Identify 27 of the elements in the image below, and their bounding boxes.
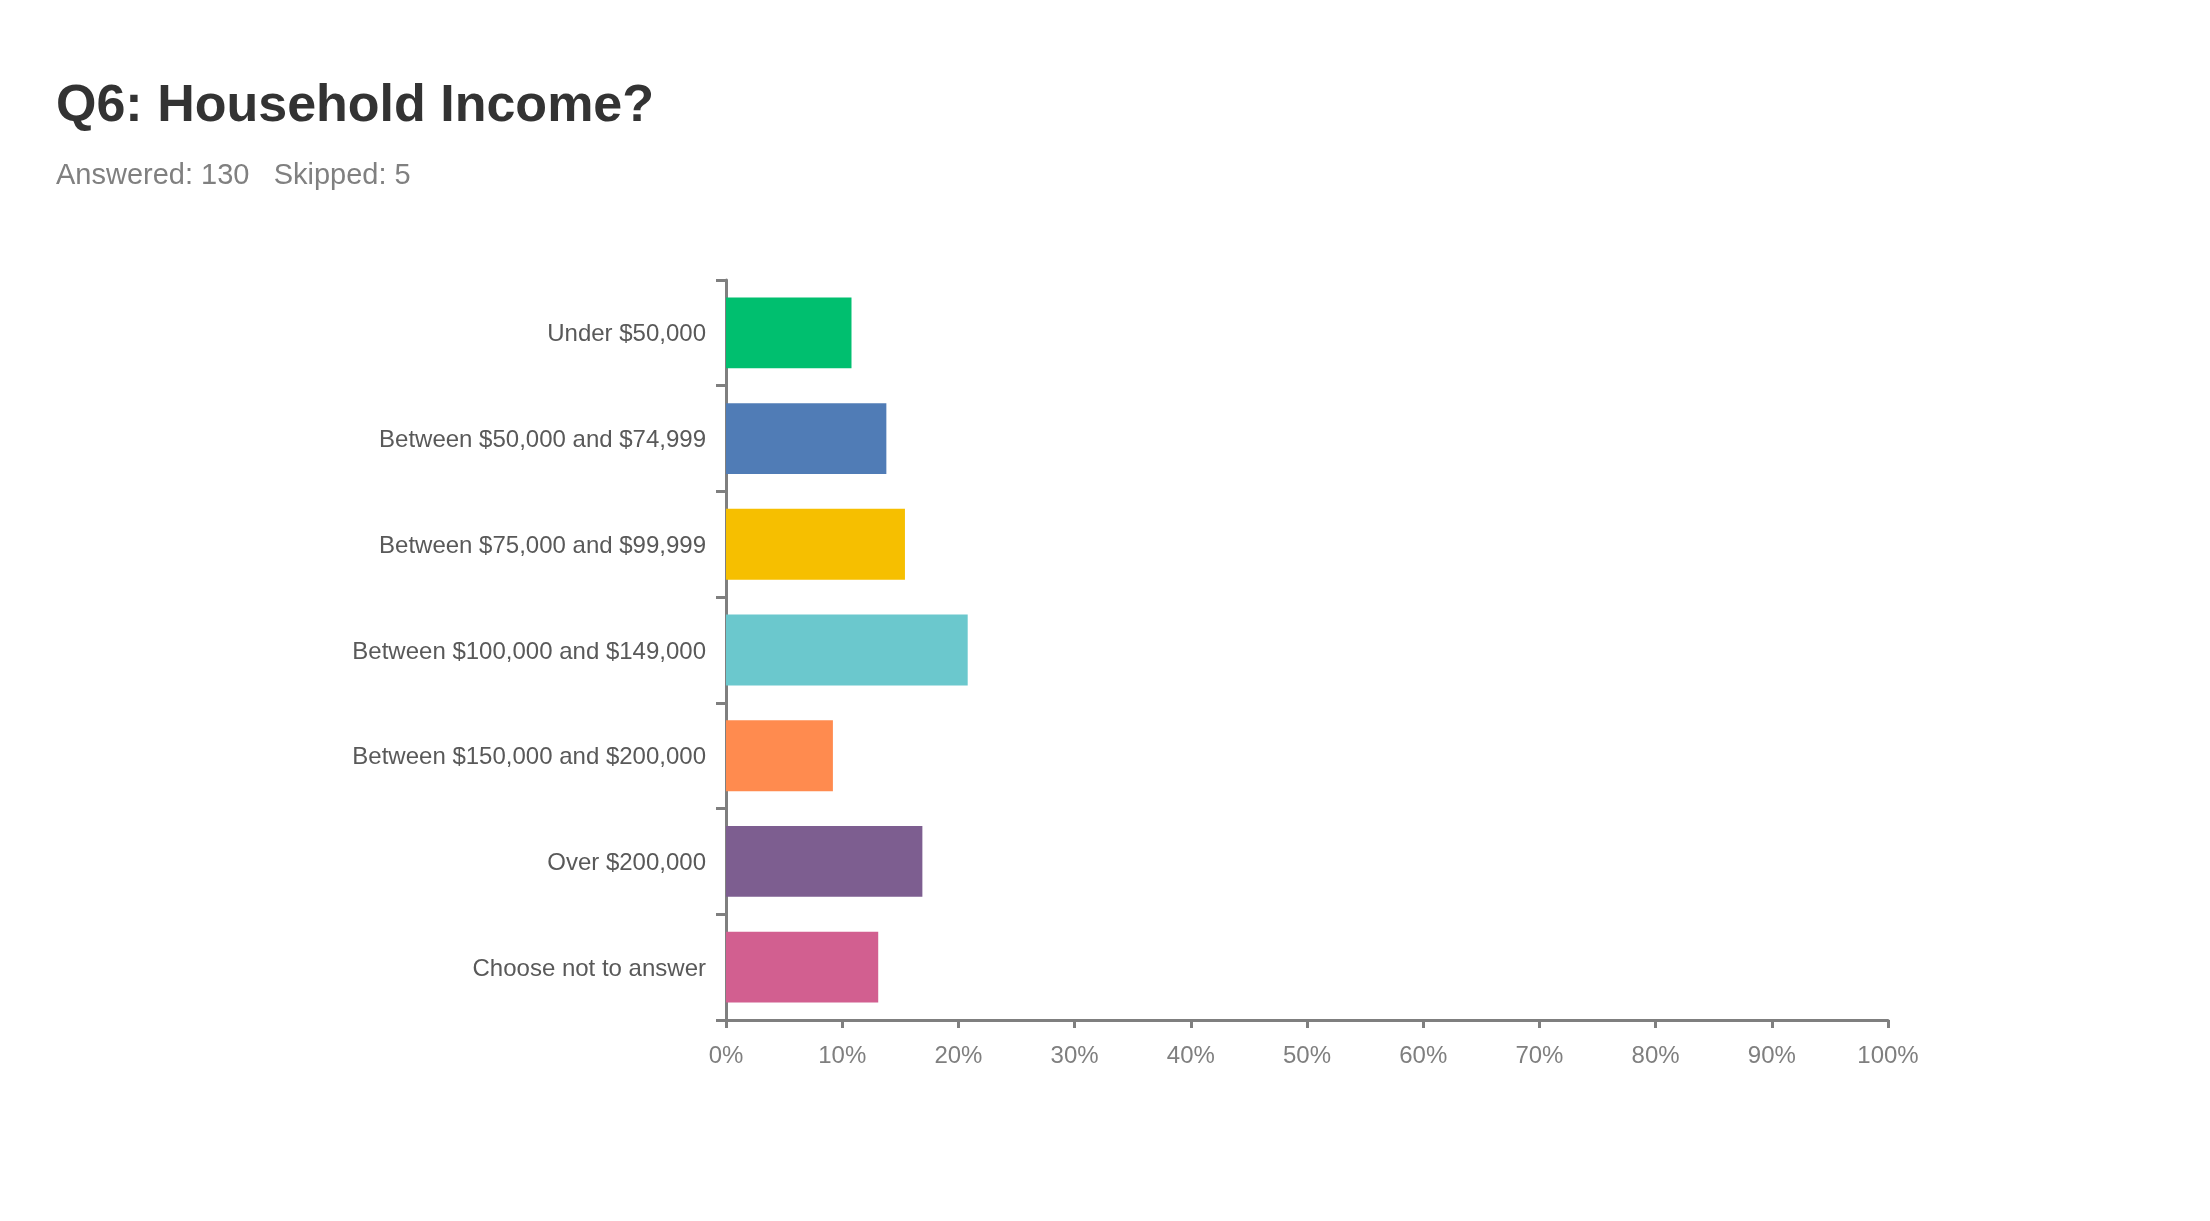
y-tick-label: Under $50,000 xyxy=(547,319,706,347)
x-tick-label: 20% xyxy=(934,1040,983,1068)
y-tick-label: Choose not to answer xyxy=(472,953,706,981)
x-tick-label: 80% xyxy=(1631,1040,1680,1068)
x-tick-label: 0% xyxy=(708,1040,744,1068)
text: Answered: 130 Skipped: 5 xyxy=(56,157,411,190)
x-tick-label: 30% xyxy=(1050,1040,1099,1068)
x-tick-label: 50% xyxy=(1282,1040,1332,1068)
bar xyxy=(726,508,905,580)
x-tick-label: 70% xyxy=(1515,1040,1564,1068)
y-tick-label: Between $50,000 and $74,999 xyxy=(379,425,706,453)
bar xyxy=(726,403,887,474)
x-tick-label: 10% xyxy=(818,1040,867,1068)
y-tick-label: Between $150,000 and $200,000 xyxy=(352,742,706,770)
chart-title: Q6: Household Income? xyxy=(56,74,655,132)
bar xyxy=(726,297,852,369)
bar xyxy=(726,614,968,686)
y-tick-label: Over $200,000 xyxy=(547,847,706,875)
y-tick-label: Between $100,000 and $149,000 xyxy=(352,636,706,664)
bar xyxy=(726,931,879,1003)
bar xyxy=(726,720,833,792)
x-tick-label: 60% xyxy=(1399,1040,1448,1068)
y-tick-label: Between $75,000 and $99,999 xyxy=(379,530,706,558)
x-tick-label: 100% xyxy=(1857,1040,1919,1068)
x-tick-label: 90% xyxy=(1747,1040,1796,1068)
bar xyxy=(726,826,923,897)
x-tick-label: 40% xyxy=(1166,1040,1215,1068)
